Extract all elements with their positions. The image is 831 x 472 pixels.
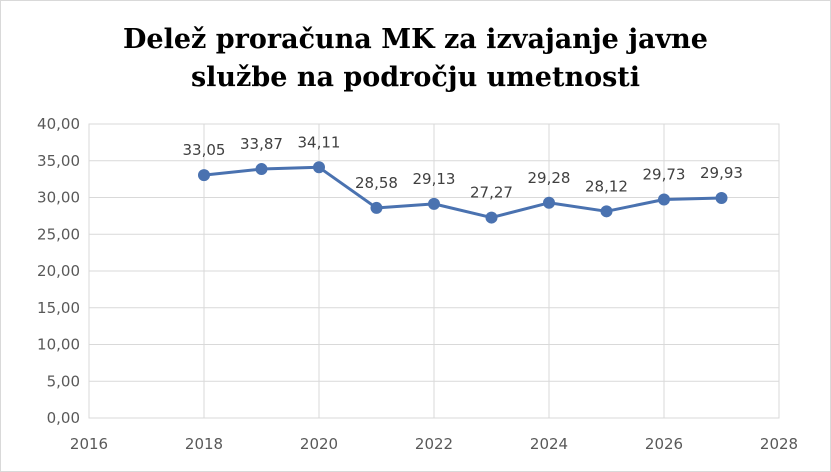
- x-tick-label: 2016: [70, 435, 108, 453]
- x-tick-label: 2022: [415, 435, 453, 453]
- data-label: 33,05: [183, 141, 226, 159]
- chart-title: Delež proračuna MK za izvajanje javne sl…: [1, 21, 830, 97]
- y-tick-label: 25,00: [37, 225, 80, 243]
- data-point: [255, 163, 268, 176]
- chart-title-line-2: službe na področju umetnosti: [190, 62, 641, 93]
- x-tick-label: 2020: [300, 435, 338, 453]
- y-tick-label: 0,00: [47, 409, 80, 427]
- data-label: 28,12: [585, 177, 628, 195]
- series-line: [203, 165, 722, 220]
- x-tick-label: 2028: [760, 435, 798, 453]
- data-label: 29,93: [700, 164, 743, 182]
- data-label: 29,73: [643, 165, 686, 183]
- data-point: [485, 211, 498, 224]
- x-tick-label: 2026: [645, 435, 683, 453]
- data-point: [313, 161, 325, 174]
- data-label: 27,27: [470, 184, 513, 202]
- data-label: 28,58: [355, 174, 398, 192]
- y-tick-label: 30,00: [37, 189, 80, 207]
- x-tick-label: 2024: [530, 435, 568, 453]
- y-tick-label: 40,00: [37, 115, 80, 133]
- data-label: 29,28: [528, 169, 571, 187]
- data-point: [600, 205, 613, 218]
- y-tick-label: 20,00: [37, 262, 80, 280]
- y-tick-label: 15,00: [37, 299, 80, 317]
- data-label: 34,11: [298, 133, 341, 151]
- data-point: [198, 169, 210, 182]
- data-point: [370, 201, 383, 214]
- y-tick-label: 5,00: [47, 372, 80, 390]
- x-tick-label: 2018: [185, 435, 223, 453]
- chart-title-line-1: Delež proračuna MK za izvajanje javne: [123, 24, 708, 55]
- data-point: [428, 197, 440, 210]
- y-tick-label: 10,00: [37, 336, 80, 354]
- data-point: [658, 193, 670, 206]
- data-point: [715, 192, 728, 205]
- data-point: [543, 196, 555, 209]
- data-label: 33,87: [240, 135, 283, 153]
- y-tick-label: 35,00: [37, 152, 80, 170]
- data-label: 29,13: [413, 170, 456, 188]
